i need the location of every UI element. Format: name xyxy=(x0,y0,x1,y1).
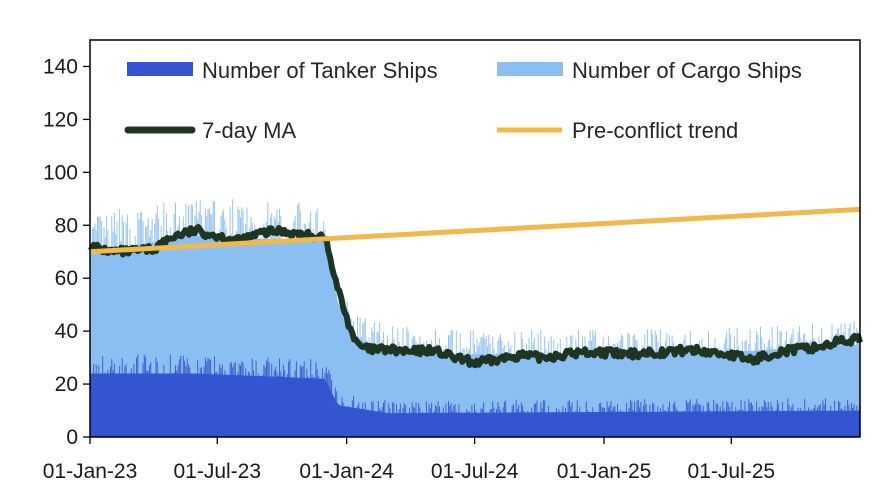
x-tick-label: 01-Jul-24 xyxy=(431,460,519,483)
y-tick-label: 80 xyxy=(55,214,78,237)
y-tick-label: 0 xyxy=(66,426,78,449)
y-tick-label: 100 xyxy=(43,161,78,184)
legend-label-trend: Pre-conflict trend xyxy=(572,118,738,143)
legend-swatch-cargo xyxy=(497,62,563,76)
y-tick-label: 40 xyxy=(55,320,78,343)
x-tick-label: 01-Jul-25 xyxy=(688,460,776,483)
area-tanker-ships xyxy=(90,373,860,437)
x-tick-label: 01-Jan-23 xyxy=(43,460,138,483)
x-tick-label: 01-Jan-25 xyxy=(557,460,652,483)
legend: Number of Tanker Ships Number of Cargo S… xyxy=(124,58,802,143)
legend-label-cargo: Number of Cargo Ships xyxy=(572,58,802,83)
line-7day-ma xyxy=(87,224,863,369)
legend-label-tanker: Number of Tanker Ships xyxy=(202,58,438,83)
y-tick-label: 120 xyxy=(43,108,78,131)
y-tick-label: 20 xyxy=(55,373,78,396)
y-tick-label: 140 xyxy=(43,55,78,78)
legend-swatch-tanker xyxy=(127,62,193,76)
x-tick-label: 01-Jan-24 xyxy=(299,460,394,483)
tanker-daily-spikes xyxy=(90,354,860,429)
legend-label-ma: 7-day MA xyxy=(202,118,296,143)
y-tick-label: 60 xyxy=(55,267,78,290)
line-pre-conflict-trend xyxy=(89,206,861,255)
plot-frame xyxy=(89,39,861,438)
x-tick-label: 01-Jul-23 xyxy=(173,460,261,483)
